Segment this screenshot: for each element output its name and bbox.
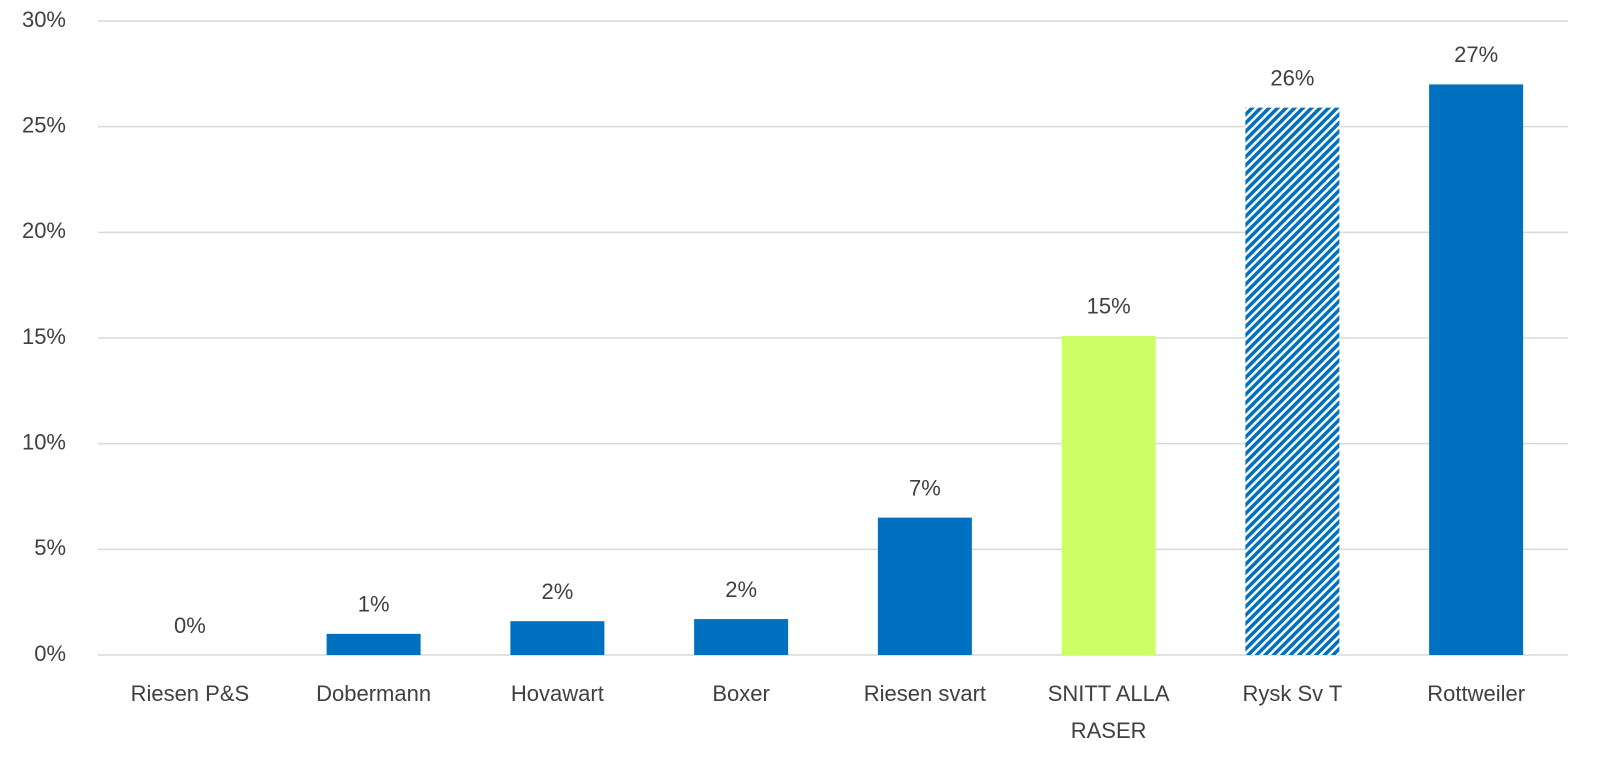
bar bbox=[1429, 84, 1524, 655]
bar bbox=[877, 517, 972, 655]
data-label: 2% bbox=[725, 577, 757, 602]
x-tick-label: SNITT ALLA RASER bbox=[1048, 681, 1170, 743]
bar bbox=[1245, 107, 1340, 655]
data-label: 27% bbox=[1454, 42, 1498, 67]
bar bbox=[326, 633, 421, 655]
bar bbox=[694, 619, 789, 655]
data-label: 2% bbox=[541, 579, 573, 604]
y-tick-label: 30% bbox=[22, 7, 66, 32]
y-tick-label: 0% bbox=[34, 641, 66, 666]
data-label: 15% bbox=[1087, 294, 1131, 319]
y-tick-label: 10% bbox=[22, 429, 66, 454]
x-tick-label: Riesen P&S bbox=[131, 681, 250, 706]
y-tick-label: 15% bbox=[22, 324, 66, 349]
y-tick-label: 5% bbox=[34, 535, 66, 560]
bar bbox=[1061, 335, 1156, 655]
x-tick-label: Riesen svart bbox=[864, 681, 986, 706]
data-label: 26% bbox=[1270, 65, 1314, 90]
data-label: 1% bbox=[358, 592, 390, 617]
x-tick-label: Rottweiler bbox=[1427, 681, 1525, 706]
y-tick-label: 20% bbox=[22, 218, 66, 243]
x-tick-label: Boxer bbox=[712, 681, 769, 706]
x-tick-label: Hovawart bbox=[511, 681, 604, 706]
data-label: 0% bbox=[174, 613, 206, 638]
x-tick-label: Rysk Sv T bbox=[1242, 681, 1342, 706]
y-tick-label: 25% bbox=[22, 112, 66, 137]
bar bbox=[510, 621, 605, 655]
x-tick-label: Dobermann bbox=[316, 681, 431, 706]
data-label: 7% bbox=[909, 475, 941, 500]
